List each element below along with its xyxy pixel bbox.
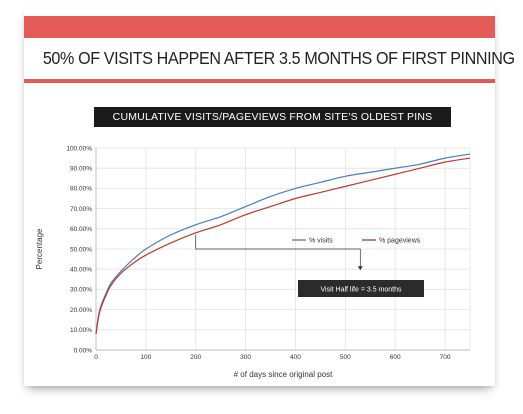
y-tick-label: 90.00% xyxy=(70,166,92,173)
y-axis-label: Percentage xyxy=(35,228,44,269)
annotation-connector xyxy=(195,234,361,270)
y-tick-label: 80.00% xyxy=(70,186,92,193)
top-accent-bar xyxy=(24,16,495,38)
y-tick-label: 70.00% xyxy=(70,206,92,213)
chart-title: CUMULATIVE VISITS/PAGEVIEWS FROM SITE'S … xyxy=(94,107,451,127)
x-axis-label: # of days since original post xyxy=(234,370,334,379)
chart-card: 50% OF VISITS HAPPEN AFTER 3.5 MONTHS OF… xyxy=(24,8,515,386)
y-tick-label: 50.00% xyxy=(70,246,92,253)
x-tick-label: 700 xyxy=(440,354,451,361)
annotation-box xyxy=(298,280,424,297)
x-tick-label: 300 xyxy=(240,354,251,361)
y-tick-label: 40.00% xyxy=(70,267,92,274)
x-tick-label: 100 xyxy=(140,354,151,361)
accent-rule xyxy=(24,79,495,83)
series-line-visits xyxy=(95,153,471,334)
legend-label: % visits xyxy=(309,237,333,244)
x-tick-label: 500 xyxy=(340,354,351,361)
legend-label: % pageviews xyxy=(379,237,421,244)
x-tick-label: 200 xyxy=(190,354,201,361)
y-tick-label: 20.00% xyxy=(70,307,92,314)
series-line-pageviews xyxy=(95,157,471,334)
annotation-arrowhead xyxy=(357,266,363,271)
y-tick-label: 100.00% xyxy=(66,145,92,152)
y-tick-label: 10.00% xyxy=(70,327,92,334)
headline: 50% OF VISITS HAPPEN AFTER 3.5 MONTHS OF… xyxy=(42,48,515,68)
x-tick-label: 0 xyxy=(94,354,98,361)
x-tick-label: 600 xyxy=(390,354,401,361)
y-tick-label: 60.00% xyxy=(70,226,92,233)
x-tick-label: 400 xyxy=(290,354,301,361)
y-tick-label: 0.00% xyxy=(74,347,93,354)
y-tick-label: 30.00% xyxy=(70,287,92,294)
annotation-text: Visit Half life = 3.5 months xyxy=(321,287,402,294)
